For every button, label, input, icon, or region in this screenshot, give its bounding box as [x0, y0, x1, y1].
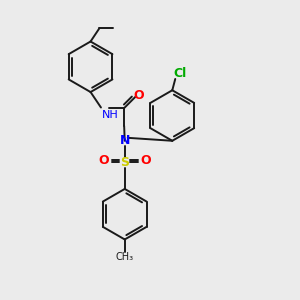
Text: O: O: [98, 154, 109, 167]
Text: CH₃: CH₃: [116, 252, 134, 262]
Text: S: S: [120, 156, 129, 169]
Text: O: O: [141, 154, 152, 167]
Text: N: N: [119, 134, 130, 147]
Text: O: O: [133, 89, 144, 102]
Text: NH: NH: [102, 110, 118, 120]
Text: Cl: Cl: [174, 68, 187, 80]
